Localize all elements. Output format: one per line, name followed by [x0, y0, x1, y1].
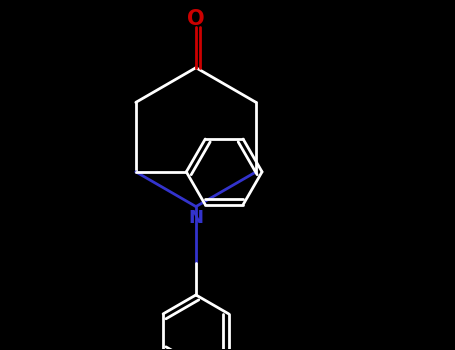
Text: N: N: [188, 209, 203, 226]
Text: O: O: [187, 9, 205, 29]
